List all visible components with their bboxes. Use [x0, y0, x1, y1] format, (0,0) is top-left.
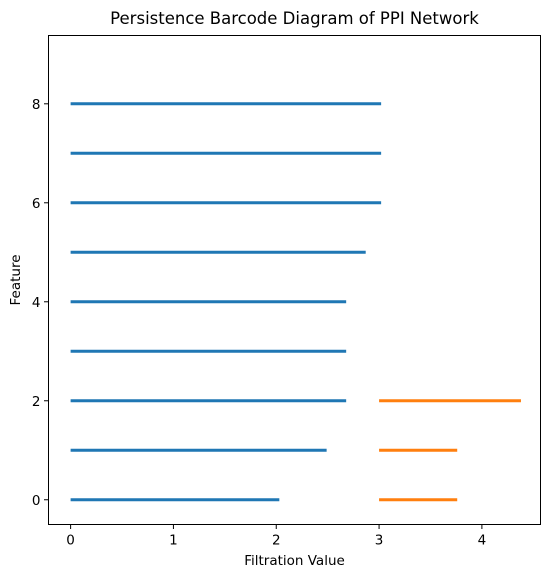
bars-layer: [70, 102, 521, 502]
y-tick-label: 6: [32, 196, 41, 212]
x-tick-label: 1: [169, 533, 178, 549]
y-tick-label: 4: [32, 295, 41, 311]
x-tick-label: 3: [375, 533, 384, 549]
y-tick-label: 0: [32, 493, 41, 509]
y-axis-label: Feature: [8, 254, 24, 305]
x-axis-label: Filtration Value: [244, 553, 345, 569]
chart-title: Persistence Barcode Diagram of PPI Netwo…: [110, 9, 479, 28]
y-axis-ticks: 0 2 4 6 8: [32, 97, 49, 509]
y-tick-label: 8: [32, 97, 41, 113]
x-tick-label: 2: [272, 533, 281, 549]
x-axis-ticks: 0 1 2 3 4: [66, 524, 487, 549]
x-tick-label: 0: [66, 533, 75, 549]
plot-frame: [48, 35, 541, 525]
x-tick-label: 4: [478, 533, 487, 549]
y-tick-label: 2: [32, 394, 41, 410]
